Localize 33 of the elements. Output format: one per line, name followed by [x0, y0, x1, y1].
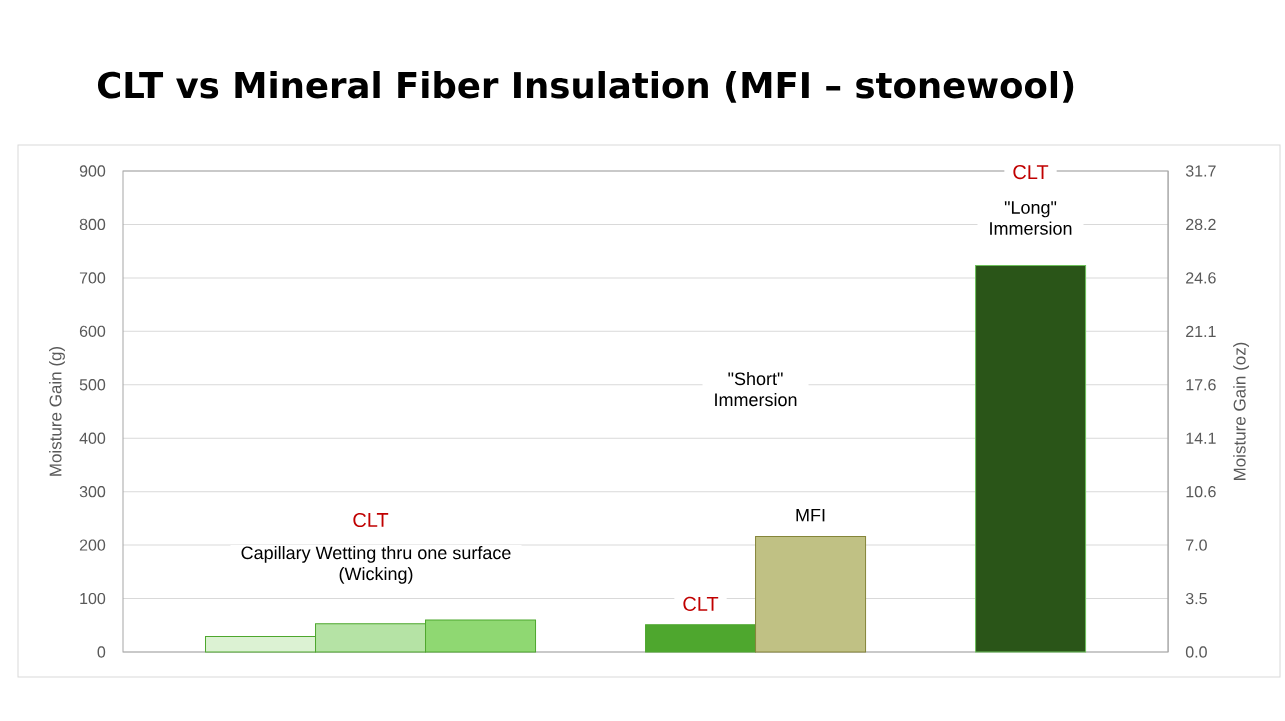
y-tick-label: 700	[79, 272, 106, 284]
y2-tick-label: 28.2	[1186, 218, 1216, 231]
y2-tick-label: 7.0	[1186, 539, 1207, 551]
y-tick-label: 500	[79, 379, 106, 391]
annotation: CLT	[353, 512, 389, 528]
y2-tick-label: 14.1	[1186, 432, 1216, 444]
y-tick-label: 800	[79, 218, 106, 231]
y-tick-label: 100	[80, 592, 106, 605]
y2-tick-label: 3.5	[1185, 592, 1207, 605]
y2-axis-title: Moisture Gain (oz)	[1233, 342, 1250, 481]
bar	[975, 265, 1087, 653]
y2-tick-label: 17.6	[1186, 379, 1216, 391]
annotation: "Short" Immersion	[715, 371, 797, 407]
y-tick-label: 900	[79, 165, 106, 177]
y2-tick-label: 31.7	[1185, 165, 1216, 177]
bar	[645, 624, 757, 653]
y2-tick-label: 0.0	[1185, 646, 1207, 658]
y2-tick-label: 21.1	[1186, 325, 1216, 337]
annotation: "Long" Immersion	[990, 201, 1072, 235]
y-axis-title: Moisture Gain (g)	[49, 346, 65, 476]
y-tick-label: 0	[97, 646, 106, 658]
annotation: Capillary Wetting thru one surface (Wicking)	[241, 545, 511, 584]
y-tick-label: 200	[79, 539, 106, 551]
chart-title: CLT vs Mineral Fiber Insulation (MFI – stonewool)	[97, 71, 1074, 103]
y2-tick-label: 24.6	[1186, 272, 1216, 284]
y-tick-label: 400	[79, 432, 106, 444]
annotation: CLT	[1013, 164, 1049, 180]
annotation: MFI	[796, 508, 825, 522]
y2-tick-label: 10.6	[1186, 486, 1216, 498]
bar	[755, 536, 867, 653]
annotation: CLT	[683, 596, 719, 611]
y-tick-label: 300	[79, 486, 106, 498]
y-tick-label: 600	[79, 325, 106, 337]
